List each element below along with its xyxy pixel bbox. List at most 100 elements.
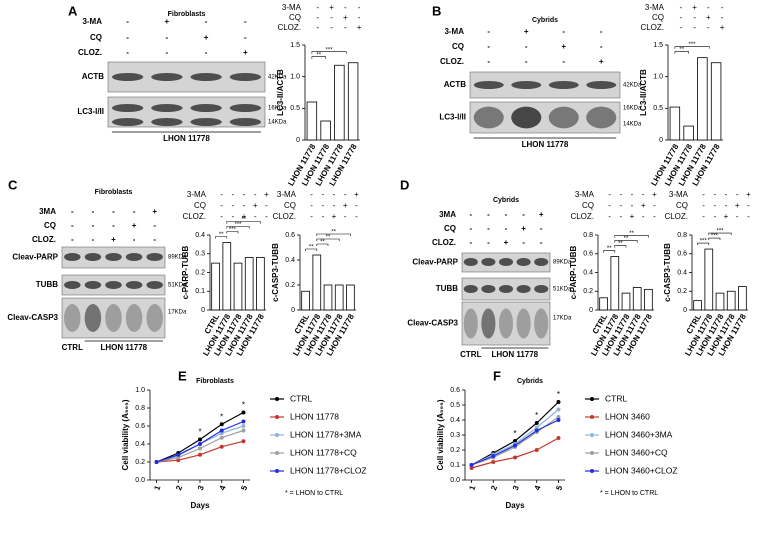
significance-label: **: [326, 235, 331, 241]
treatment-mark: -: [92, 235, 95, 244]
band: [586, 106, 617, 129]
band-label: Cleav-CASP3: [407, 319, 458, 328]
treatment-mark: -: [92, 221, 95, 230]
band: [105, 304, 122, 332]
panel-letter: B: [432, 3, 441, 18]
significance-label: **: [309, 245, 314, 251]
treatment-label: CLOZ.: [664, 212, 688, 221]
band: [111, 118, 144, 126]
bar: [710, 62, 722, 141]
significance-label: *: [557, 390, 560, 399]
band: [473, 106, 504, 129]
footer-label: LHON 11778: [491, 350, 538, 359]
band: [498, 285, 514, 293]
band: [64, 281, 81, 289]
significance-bracket: [316, 243, 329, 246]
chart-title: Cybrids: [517, 378, 543, 385]
bar: [334, 284, 344, 311]
data-point: [198, 452, 202, 457]
x-tick-label: 3: [511, 484, 521, 492]
treatment-mark: -: [344, 23, 347, 32]
treatment-mark: -: [707, 23, 710, 32]
treatment-label: CQ: [289, 13, 301, 22]
treatment-mark: -: [358, 13, 361, 22]
data-point: [513, 455, 517, 460]
bar: [632, 287, 642, 311]
band: [190, 73, 222, 81]
band: [84, 304, 102, 332]
significance-label: *: [513, 429, 516, 438]
treatment-label: CQ: [452, 42, 464, 51]
significance-label: ***: [326, 47, 334, 53]
treatment-mark: -: [608, 201, 611, 210]
treatment-mark: -: [265, 212, 268, 221]
data-point: [241, 424, 246, 428]
treatment-mark: -: [469, 238, 472, 247]
treatment-mark: -: [126, 33, 129, 42]
treatment-mark: -: [747, 212, 750, 221]
treatment-label: CQ: [582, 201, 594, 210]
treatment-mark: -: [713, 212, 716, 221]
treatment-mark: -: [505, 224, 508, 233]
significance-label: **: [219, 232, 224, 238]
treatment-mark: -: [112, 221, 115, 230]
band: [481, 308, 496, 339]
y-tick-label: 0.0: [135, 477, 145, 484]
data-point: [534, 421, 539, 425]
treatment-mark: +: [692, 3, 697, 12]
data-point: [469, 463, 474, 467]
treatment-mark: -: [702, 212, 705, 221]
data-point: [198, 446, 202, 451]
x-tick-label: 3: [196, 484, 206, 492]
band: [586, 106, 617, 129]
treatment-mark: -: [344, 3, 347, 12]
treatment-mark: -: [321, 201, 324, 210]
treatment-mark: +: [561, 42, 566, 51]
treatment-mark: -: [330, 23, 333, 32]
significance-bracket: [226, 231, 239, 234]
significance-label: ***: [689, 42, 697, 48]
treatment-mark: -: [725, 201, 728, 210]
band: [111, 104, 144, 112]
treatment-mark: -: [631, 201, 634, 210]
treatment-mark: -: [619, 190, 622, 199]
significance-label: **: [618, 241, 623, 247]
x-tick-label: 2: [489, 484, 499, 492]
significance-bracket: [614, 240, 638, 243]
treatment-mark: +: [132, 221, 137, 230]
treatment-mark: +: [720, 23, 725, 32]
treatment-mark: -: [747, 201, 750, 210]
legend-marker: [590, 415, 594, 419]
treatment-mark: +: [357, 23, 362, 32]
significance-bracket: [305, 248, 318, 251]
treatment-label: CQ: [90, 33, 102, 42]
treatment-mark: +: [343, 201, 348, 210]
treatment-mark: -: [153, 235, 156, 244]
y-tick-label: 0.4: [285, 257, 295, 264]
y-axis-label: c-CASP3-TUBB: [271, 243, 280, 302]
band: [498, 258, 514, 266]
treatment-mark: -: [265, 201, 268, 210]
blot-title: Fibroblasts: [168, 11, 206, 18]
x-tick-label: 5: [554, 484, 564, 492]
panel-letter: C: [8, 177, 18, 192]
treatment-mark: -: [653, 212, 656, 221]
legend-marker: [275, 451, 279, 455]
treatment-mark: +: [253, 201, 258, 210]
treatment-label: 3-MA: [187, 190, 207, 199]
treatment-mark: -: [153, 221, 156, 230]
band: [534, 285, 549, 293]
treatment-mark: -: [317, 13, 320, 22]
y-tick-label: 0: [296, 137, 300, 144]
treatment-label: CQ: [676, 201, 688, 210]
kda-label: 14KDa: [268, 120, 287, 126]
legend-marker: [590, 433, 594, 437]
treatment-mark: -: [487, 210, 490, 219]
data-point: [556, 418, 561, 422]
blot-title: Cybrids: [532, 17, 558, 24]
treatment-mark: +: [264, 190, 269, 199]
band: [481, 258, 496, 266]
y-tick-label: 0.4: [195, 232, 205, 239]
y-tick-label: 1.0: [135, 387, 145, 394]
